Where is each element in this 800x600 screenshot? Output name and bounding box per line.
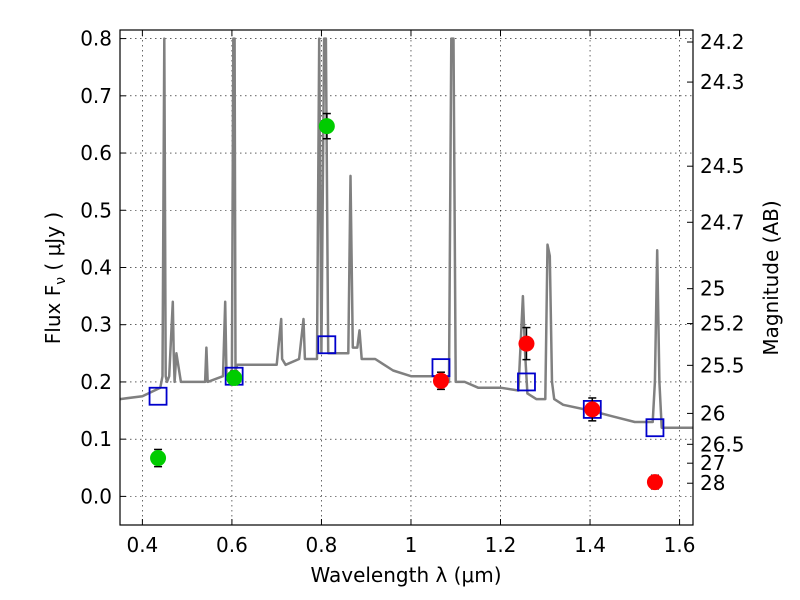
x-tick-label: 0.6 [216, 533, 248, 557]
observed-flux-point [318, 118, 335, 135]
y-tick-label: 0.4 [80, 255, 112, 279]
observed-flux-point [150, 450, 167, 467]
x-axis-label: Wavelength λ (μm) [310, 563, 501, 587]
observed-flux-point [432, 372, 449, 389]
magnitude-tick-label: 25.5 [700, 353, 745, 377]
x-tick-label: 1.6 [664, 533, 696, 557]
y-tick-label: 0.7 [80, 84, 112, 108]
plot-frame [119, 29, 694, 526]
model-photometry-marker [317, 335, 337, 355]
magnitude-tick-label: 24.3 [700, 70, 745, 94]
magnitude-axis-label: Magnitude (AB) [759, 200, 783, 355]
model-photometry-marker [148, 386, 168, 406]
model-spectrum-line [120, 37, 693, 429]
x-tick-label: 0.4 [126, 533, 158, 557]
y-tick-label: 0.0 [80, 484, 112, 508]
y-axis-ticks: 0.0 0.1 0.2 0.3 0.4 0.5 0.6 0.7 0.8 [80, 27, 126, 508]
model-photometry-marker [645, 418, 665, 438]
magnitude-tick-label: 25.2 [700, 312, 745, 336]
magnitude-tick-label: 28 [700, 471, 725, 495]
y-tick-label: 0.8 [80, 27, 112, 51]
magnitude-tick-label: 25 [700, 277, 725, 301]
magnitude-tick-label: 24.7 [700, 210, 745, 234]
magnitude-tick-label: 27 [700, 451, 725, 475]
x-tick-label: 1.4 [574, 533, 606, 557]
x-tick-label: 1.2 [485, 533, 517, 557]
magnitude-tick-label: 24.2 [700, 30, 745, 54]
x-axis-ticks: 0.4 0.6 0.8 1 1.2 1.4 1.6 [126, 30, 695, 557]
x-tick-label: 1 [405, 533, 418, 557]
magnitude-tick-label: 26 [700, 401, 725, 425]
x-tick-label: 0.8 [306, 533, 338, 557]
observed-flux-point [226, 369, 243, 386]
observed-flux-point [646, 474, 663, 491]
y-axis-label: Flux Fν ( μJy ) [41, 212, 69, 344]
grid-lines [120, 30, 693, 525]
model-photometry-marker [517, 372, 536, 392]
y-tick-label: 0.2 [80, 370, 112, 394]
observed-flux-point [584, 401, 601, 418]
magnitude-tick-label: 24.5 [700, 154, 745, 178]
magnitude-tick-label: 26.5 [700, 432, 745, 456]
y-tick-label: 0.5 [80, 198, 112, 222]
y-tick-label: 0.3 [80, 313, 112, 337]
observed-flux-point [518, 335, 535, 352]
plot-content [120, 37, 693, 491]
y-tick-label: 0.6 [80, 141, 112, 165]
y-tick-label: 0.1 [80, 427, 112, 451]
